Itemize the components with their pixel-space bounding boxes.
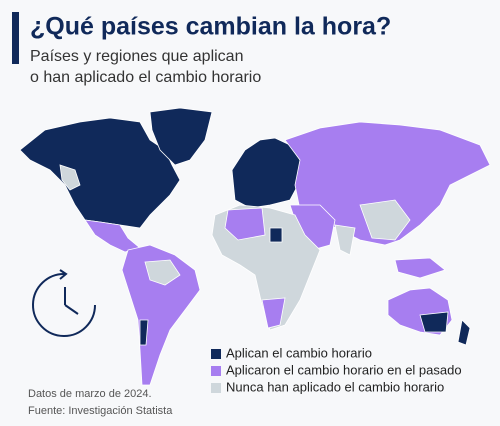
southeast-asia bbox=[394, 257, 446, 279]
north-africa bbox=[224, 207, 266, 241]
title-bar bbox=[12, 12, 19, 64]
north-america bbox=[19, 117, 181, 229]
chile bbox=[139, 319, 149, 346]
egypt bbox=[269, 227, 283, 243]
legend: Aplican el cambio horario Aplicaron el ca… bbox=[211, 345, 462, 394]
title: ¿Qué países cambian la hora? bbox=[30, 13, 391, 41]
legend-swatch bbox=[211, 383, 221, 393]
south-america bbox=[121, 244, 201, 386]
region bbox=[59, 164, 81, 191]
legend-swatch bbox=[211, 366, 221, 376]
footer-source: Fuente: Investigación Statista bbox=[28, 405, 173, 417]
legend-label: Nunca han aplicado el cambio horario bbox=[226, 379, 444, 394]
legend-swatch bbox=[211, 349, 221, 359]
footer-date: Datos de marzo de 2024. bbox=[28, 388, 152, 400]
subtitle: Países y regiones que aplican bbox=[30, 48, 243, 65]
southern-africa bbox=[261, 297, 286, 329]
clock-hand bbox=[64, 304, 79, 315]
china bbox=[359, 199, 411, 241]
greenland bbox=[149, 107, 213, 166]
legend-label: Aplicaron el cambio horario en el pasado bbox=[226, 362, 462, 377]
world-map bbox=[19, 107, 491, 386]
clock-icon bbox=[32, 269, 96, 337]
new-zealand bbox=[457, 319, 471, 346]
subtitle: o han aplicado el cambio horario bbox=[30, 69, 261, 86]
clock-arrow bbox=[59, 269, 68, 280]
southeast-australia bbox=[419, 311, 449, 333]
region bbox=[144, 259, 181, 286]
india bbox=[334, 224, 356, 256]
legend-label: Aplican el cambio horario bbox=[226, 345, 372, 360]
clock-arc bbox=[32, 272, 96, 337]
